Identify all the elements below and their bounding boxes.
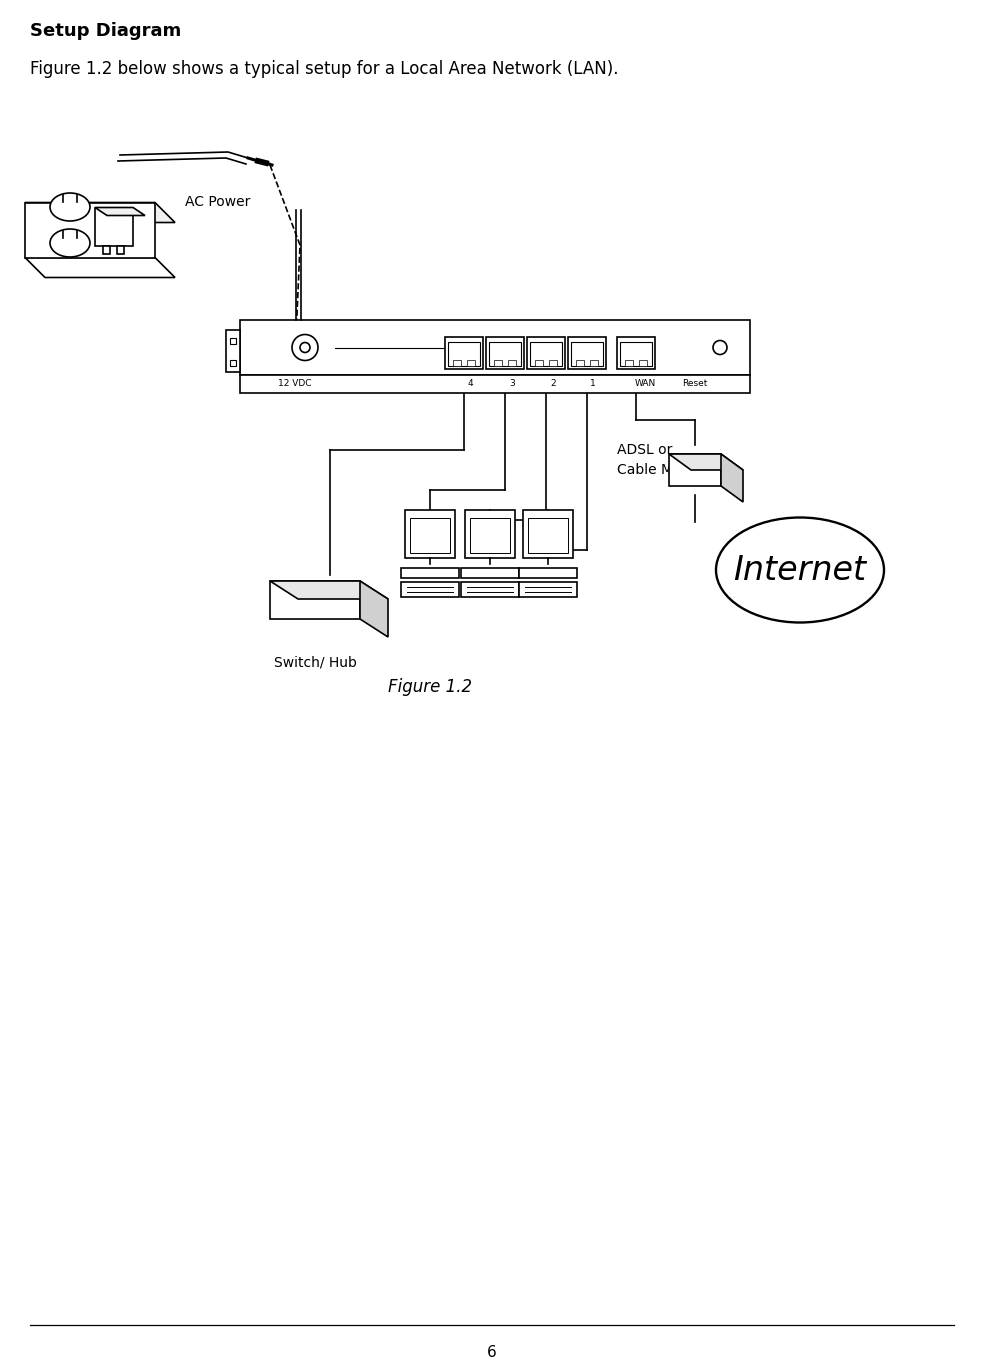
Bar xyxy=(226,331,240,372)
Text: Reset: Reset xyxy=(682,380,707,388)
Bar xyxy=(568,336,606,369)
Text: 1: 1 xyxy=(590,380,596,388)
Text: Figure 1.2 below shows a typical setup for a Local Area Network (LAN).: Figure 1.2 below shows a typical setup f… xyxy=(30,60,619,78)
Ellipse shape xyxy=(50,229,90,257)
Bar xyxy=(410,518,450,553)
Text: ADSL or
Cable Modem: ADSL or Cable Modem xyxy=(617,443,712,477)
Polygon shape xyxy=(25,202,155,258)
Bar xyxy=(230,337,236,344)
Text: 6: 6 xyxy=(487,1346,497,1361)
Text: 12 VDC: 12 VDC xyxy=(278,380,312,388)
Bar xyxy=(230,361,236,366)
Bar xyxy=(465,510,515,557)
Circle shape xyxy=(300,343,310,352)
Bar xyxy=(461,568,519,578)
Bar xyxy=(639,359,647,366)
Bar xyxy=(405,510,455,557)
Polygon shape xyxy=(721,454,743,501)
Bar xyxy=(530,342,562,366)
Bar xyxy=(620,342,652,366)
Bar xyxy=(448,342,480,366)
Bar xyxy=(571,342,603,366)
Bar xyxy=(590,359,598,366)
Bar xyxy=(453,359,461,366)
Bar xyxy=(470,518,510,553)
Bar xyxy=(549,359,557,366)
Circle shape xyxy=(292,335,318,361)
Polygon shape xyxy=(669,454,721,486)
Bar xyxy=(528,518,568,553)
Text: 4: 4 xyxy=(467,380,473,388)
Bar xyxy=(461,582,519,597)
Text: Internet: Internet xyxy=(733,553,867,586)
Bar xyxy=(240,320,750,376)
Bar xyxy=(625,359,633,366)
Circle shape xyxy=(713,340,727,355)
Text: 2: 2 xyxy=(550,380,556,388)
Text: AC Power: AC Power xyxy=(185,195,250,209)
Bar xyxy=(489,342,521,366)
Bar xyxy=(519,568,577,578)
Text: Figure 1.2: Figure 1.2 xyxy=(388,678,472,697)
Polygon shape xyxy=(270,581,360,619)
Bar xyxy=(494,359,502,366)
Bar xyxy=(401,582,459,597)
Ellipse shape xyxy=(50,193,90,221)
Text: WAN: WAN xyxy=(635,380,655,388)
Bar xyxy=(535,359,543,366)
Polygon shape xyxy=(360,581,388,637)
Bar xyxy=(519,582,577,597)
Text: 3: 3 xyxy=(509,380,515,388)
Bar xyxy=(401,568,459,578)
Bar xyxy=(467,359,475,366)
Polygon shape xyxy=(25,258,175,277)
Bar xyxy=(486,336,524,369)
Bar xyxy=(117,246,124,254)
Polygon shape xyxy=(25,202,175,223)
Bar xyxy=(445,336,483,369)
Polygon shape xyxy=(270,581,388,600)
Bar xyxy=(240,376,750,393)
Bar xyxy=(523,510,573,557)
Polygon shape xyxy=(669,454,743,470)
Bar xyxy=(576,359,584,366)
Ellipse shape xyxy=(716,518,884,623)
Bar xyxy=(527,336,565,369)
Text: Setup Diagram: Setup Diagram xyxy=(30,22,181,40)
Bar xyxy=(617,336,655,369)
Polygon shape xyxy=(95,208,145,216)
Text: Switch/ Hub: Switch/ Hub xyxy=(274,656,356,669)
Bar xyxy=(95,208,133,246)
Bar xyxy=(508,359,516,366)
Bar xyxy=(103,246,110,254)
